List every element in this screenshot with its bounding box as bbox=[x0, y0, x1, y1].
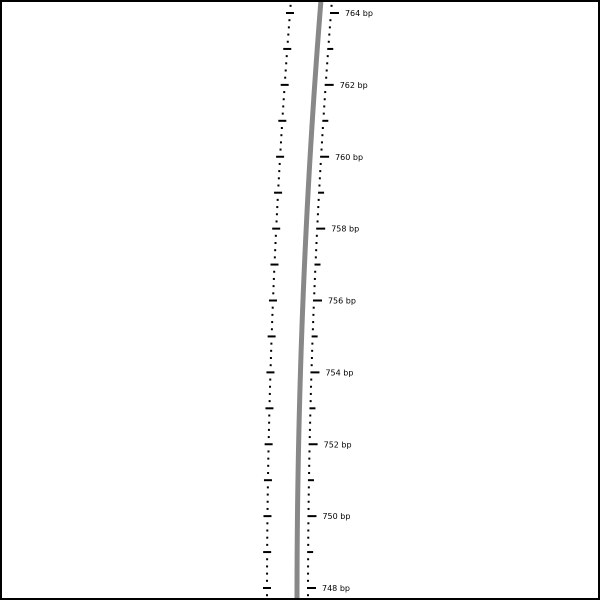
bp-label: 750 bp bbox=[322, 512, 350, 521]
bp-label: 764 bp bbox=[345, 9, 373, 18]
sequence-backbone bbox=[294, 2, 324, 598]
bp-label: 762 bp bbox=[340, 81, 368, 90]
inner-tick-ring bbox=[263, 4, 294, 597]
bp-label: 754 bp bbox=[325, 368, 353, 377]
bp-label: 748 bp bbox=[322, 584, 350, 593]
bp-label: 760 bp bbox=[335, 153, 363, 162]
bp-label: 756 bp bbox=[328, 297, 356, 306]
bp-label-group: 764 bp 762 bp 760 bp 758 bp 756 bp 754 bp 752 … bbox=[322, 9, 373, 593]
bp-label: 758 bp bbox=[331, 225, 359, 234]
outer-tick-ring bbox=[307, 4, 339, 597]
bp-label: 752 bp bbox=[324, 440, 352, 449]
